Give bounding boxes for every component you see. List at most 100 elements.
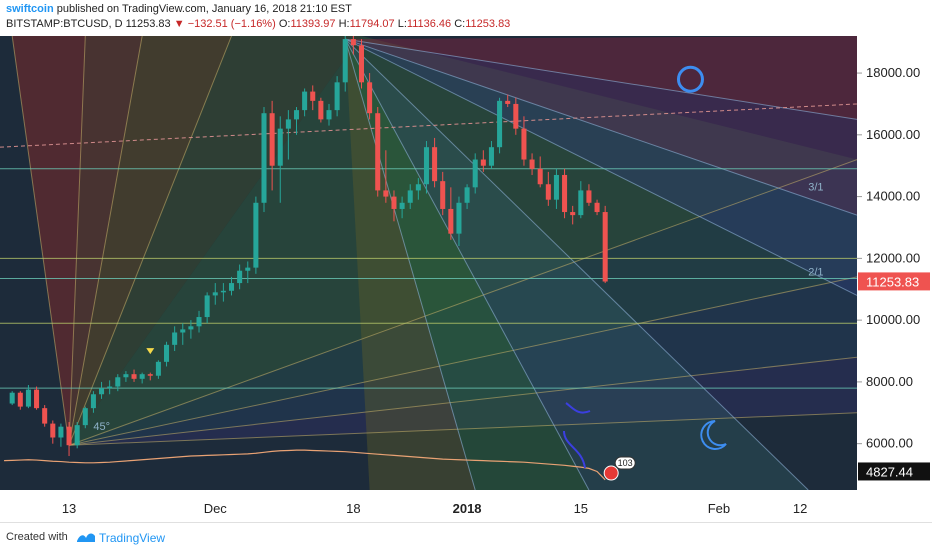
candle-12 bbox=[107, 380, 113, 395]
author-name[interactable]: swiftcoin bbox=[6, 3, 54, 15]
candle-body bbox=[237, 270, 243, 284]
fan-ray-5 bbox=[68, 276, 857, 446]
down-triangle-icon: ▼ bbox=[173, 18, 185, 30]
fan-ray-4 bbox=[68, 159, 857, 446]
candle-31 bbox=[261, 107, 267, 213]
candle-body bbox=[570, 212, 576, 216]
flag-icon bbox=[603, 465, 619, 481]
candle-body bbox=[456, 202, 462, 234]
candle-body bbox=[172, 332, 178, 345]
price-chart[interactable]: 45° 2/1 3/1 6000.00 8000.00 10000.00 12000.00… bbox=[0, 36, 932, 522]
volume-ma bbox=[4, 449, 606, 481]
candle-53 bbox=[440, 171, 446, 216]
time-axis[interactable] bbox=[0, 490, 932, 522]
candle-body bbox=[25, 389, 31, 407]
candle-body bbox=[602, 212, 608, 282]
candle-43 bbox=[358, 39, 365, 89]
x-tick-label-4: 15 bbox=[574, 501, 588, 516]
candle-body bbox=[253, 202, 259, 268]
x-axis-ticks: 13 Dec 18 2018 15 Feb 12 bbox=[62, 501, 808, 516]
annotations: 45° 2/1 3/1 bbox=[93, 181, 823, 432]
created-with-label: Created with bbox=[6, 531, 68, 543]
candle-9 bbox=[82, 406, 88, 429]
candle-body bbox=[82, 408, 88, 426]
candle-body bbox=[334, 82, 340, 111]
candle-36 bbox=[302, 88, 308, 117]
alert-badge-label: 103 bbox=[618, 458, 633, 468]
y-axis-ticks: 6000.00 8000.00 10000.00 12000.00 14000.00 16… bbox=[857, 65, 920, 451]
candle-55 bbox=[456, 196, 462, 247]
candle-4 bbox=[42, 405, 48, 427]
candle-62 bbox=[513, 97, 519, 135]
candle-68 bbox=[562, 168, 568, 219]
candle-26 bbox=[220, 283, 226, 302]
candle-body bbox=[164, 344, 170, 362]
candle-body bbox=[180, 329, 186, 333]
candle-body bbox=[553, 174, 559, 200]
candle-body bbox=[488, 147, 494, 166]
candle-body bbox=[90, 394, 96, 409]
candle-3 bbox=[34, 386, 40, 410]
candle-body bbox=[432, 147, 438, 182]
tradingview-logo-icon bbox=[77, 533, 95, 542]
scribble-drawing bbox=[563, 402, 591, 469]
last-price-tag-label: 11253.83 bbox=[866, 274, 919, 289]
candles bbox=[9, 36, 608, 457]
annotation-label-2: 3/1 bbox=[808, 181, 823, 193]
annotation-label-1: 2/1 bbox=[808, 266, 823, 278]
tradingview-brand[interactable]: TradingView bbox=[99, 531, 166, 545]
candle-2 bbox=[25, 384, 31, 409]
candle-39 bbox=[326, 103, 332, 126]
dashed-trendline bbox=[0, 103, 857, 148]
last-price: 11253.83 bbox=[125, 18, 171, 30]
publish-info: published on TradingView.com, January 16… bbox=[56, 3, 352, 15]
publish-line: swiftcoin published on TradingView.com, … bbox=[6, 2, 352, 16]
candle-body bbox=[448, 208, 454, 234]
candle-body bbox=[578, 190, 584, 216]
circle-drawing bbox=[676, 65, 704, 93]
x-tick-label-6: 12 bbox=[793, 501, 807, 516]
candle-body bbox=[529, 159, 535, 169]
candle-body bbox=[245, 267, 251, 271]
candle-20 bbox=[172, 326, 178, 352]
candle-body bbox=[212, 292, 218, 296]
candle-64 bbox=[529, 153, 535, 175]
fan-ray-b-2 bbox=[345, 38, 857, 296]
volume-ma-tag-label: 4827.44 bbox=[866, 464, 913, 479]
candle-body bbox=[358, 45, 365, 83]
fan-ray-7 bbox=[69, 412, 857, 446]
candle-33 bbox=[277, 116, 283, 203]
triangle-marker-icon bbox=[146, 348, 155, 355]
fan-ray-b-1 bbox=[345, 38, 857, 216]
candle-body bbox=[123, 374, 129, 378]
candle-body bbox=[586, 190, 592, 203]
fan-ray-1 bbox=[68, 36, 86, 446]
candle-56 bbox=[464, 184, 470, 209]
price-axis[interactable] bbox=[857, 36, 932, 490]
candle-body bbox=[318, 100, 324, 120]
candle-35 bbox=[293, 107, 300, 135]
candle-body bbox=[115, 377, 121, 387]
candle-27 bbox=[228, 276, 235, 296]
ohlc-high: H:11794.07 bbox=[338, 18, 395, 30]
drawings bbox=[146, 65, 727, 469]
candle-60 bbox=[497, 97, 503, 154]
candle-body bbox=[521, 128, 527, 160]
candle-73 bbox=[602, 205, 608, 284]
fan-ray-b-3 bbox=[344, 38, 476, 490]
candle-32 bbox=[269, 100, 275, 191]
alert-badge bbox=[614, 456, 636, 470]
candle-body bbox=[277, 128, 283, 166]
candle-22 bbox=[188, 320, 194, 339]
candle-body bbox=[472, 159, 478, 188]
candle-1 bbox=[17, 391, 23, 410]
candle-body bbox=[42, 408, 48, 424]
candle-body bbox=[269, 113, 275, 166]
candle-49 bbox=[407, 184, 413, 209]
candle-body bbox=[196, 317, 202, 327]
candle-46 bbox=[383, 150, 389, 203]
candle-45 bbox=[375, 107, 381, 197]
candle-body bbox=[423, 147, 429, 185]
y-tick-label-3: 12000.00 bbox=[866, 250, 920, 265]
candle-41 bbox=[342, 36, 348, 92]
